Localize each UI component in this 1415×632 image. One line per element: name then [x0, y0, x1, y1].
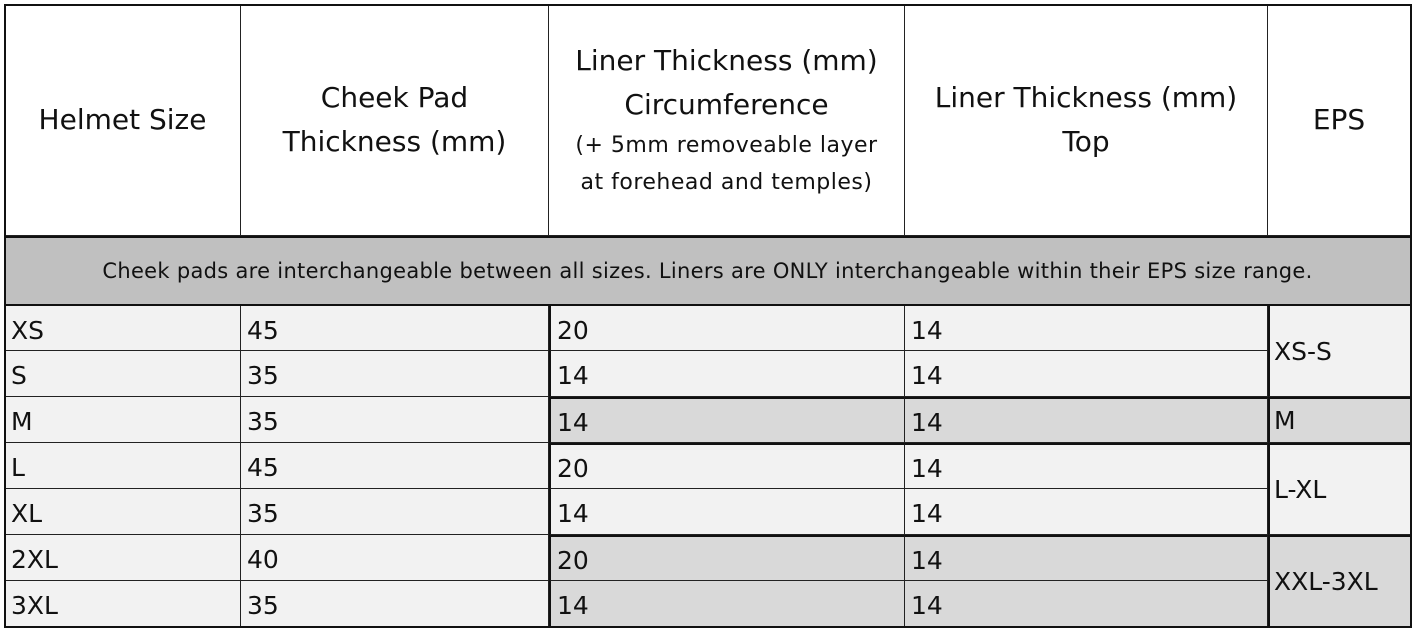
header-cheek-pad: Cheek Pad Thickness (mm) — [241, 5, 549, 236]
cell-top: 14 — [905, 351, 1268, 397]
cell-circ: 14 — [549, 351, 905, 397]
cell-circ: 20 — [549, 535, 905, 581]
cell-eps-group: XXL-3XL — [1268, 535, 1410, 627]
cell-cheek: 35 — [241, 351, 549, 397]
cell-cheek: 45 — [241, 306, 549, 351]
cell-size: XS — [5, 306, 241, 351]
cell-size: L — [5, 443, 241, 489]
cell-size: M — [5, 397, 241, 443]
header-note: at forehead and temples) — [580, 170, 873, 195]
cell-top: 14 — [905, 535, 1268, 581]
cell-size: XL — [5, 489, 241, 535]
cell-circ: 20 — [549, 306, 905, 351]
header-text: Helmet Size — [38, 103, 207, 136]
cell-top: 14 — [905, 397, 1268, 443]
header-liner-top: Liner Thickness (mm) Top — [905, 5, 1268, 236]
cell-cheek: 40 — [241, 535, 549, 581]
header-eps: EPS — [1268, 5, 1410, 236]
cell-circ: 14 — [549, 397, 905, 443]
header-text: Top — [1062, 125, 1110, 158]
cell-size: S — [5, 351, 241, 397]
cell-circ: 14 — [549, 581, 905, 627]
cell-top: 14 — [905, 306, 1268, 351]
cell-eps-group: XS-S — [1268, 306, 1410, 397]
header-helmet-size: Helmet Size — [5, 5, 241, 236]
header-note: (+ 5mm removeable layer — [575, 133, 878, 158]
cell-cheek: 35 — [241, 489, 549, 535]
cell-circ: 14 — [549, 489, 905, 535]
header-liner-circumference: Liner Thickness (mm) Circumference (+ 5mm … — [549, 5, 905, 236]
cell-eps-group: L-XL — [1268, 443, 1410, 535]
interchangeability-note: Cheek pads are interchangeable between a… — [5, 236, 1410, 306]
cell-size: 3XL — [5, 581, 241, 627]
cell-cheek: 35 — [241, 581, 549, 627]
header-text: EPS — [1312, 103, 1366, 136]
cell-size: 2XL — [5, 535, 241, 581]
header-text: Liner Thickness (mm) — [934, 81, 1238, 114]
cell-top: 14 — [905, 489, 1268, 535]
header-text: Thickness (mm) — [282, 125, 507, 158]
cell-circ: 20 — [549, 443, 905, 489]
cell-top: 14 — [905, 581, 1268, 627]
cell-cheek: 35 — [241, 397, 549, 443]
header-text: Cheek Pad — [320, 81, 469, 114]
cell-cheek: 45 — [241, 443, 549, 489]
cell-top: 14 — [905, 443, 1268, 489]
cell-eps-group: M — [1268, 397, 1410, 443]
header-text: Liner Thickness (mm) — [575, 44, 878, 77]
header-text: Circumference — [624, 88, 829, 121]
